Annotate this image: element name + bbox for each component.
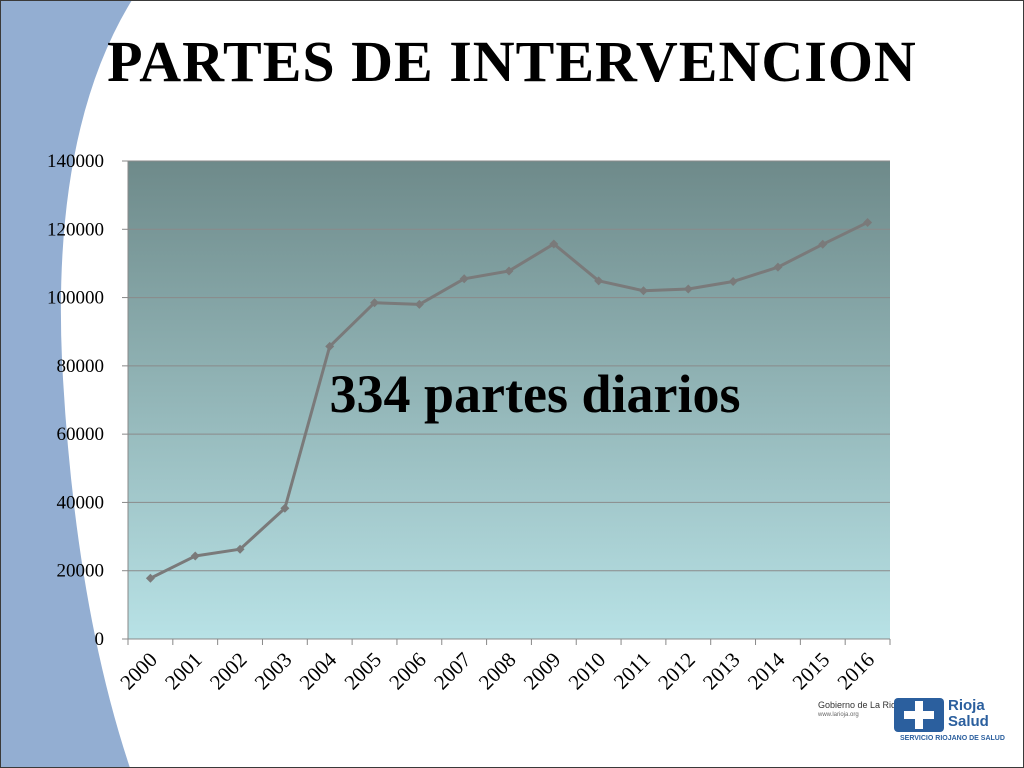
x-tick-label-2012: 2012 (653, 648, 700, 695)
x-tick-label-2004: 2004 (295, 647, 342, 694)
data-point-2000 (145, 573, 155, 583)
data-point-2003 (280, 503, 290, 513)
data-point-2011 (638, 286, 648, 296)
y-tick-label-120000: 120000 (47, 219, 104, 240)
data-point-2001 (190, 551, 200, 561)
x-tick-label-2014: 2014 (743, 647, 790, 694)
y-tick-label-140000: 140000 (47, 151, 104, 172)
logo-name-line1: Rioja (948, 697, 985, 714)
x-tick-label-2016: 2016 (832, 648, 879, 695)
logo-name-line2: Salud (948, 713, 989, 730)
health-cross-icon (894, 698, 944, 732)
x-tick-label-2001: 2001 (160, 648, 207, 695)
x-tick-label-2008: 2008 (474, 648, 521, 695)
data-point-2008 (504, 266, 514, 276)
y-tick-label-0: 0 (95, 629, 105, 650)
blue-arc-shape (0, 0, 132, 768)
logo-name: Rioja Salud (948, 698, 989, 730)
x-tick-label-2011: 2011 (609, 648, 655, 694)
y-tick-label-40000: 40000 (57, 492, 105, 513)
slide-title: PARTES DE INTERVENCION (107, 29, 917, 94)
x-tick-label-2009: 2009 (519, 648, 566, 695)
data-point-2007 (459, 274, 469, 284)
x-tick-label-2000: 2000 (115, 648, 162, 695)
chart-annotation: 334 partes diarios (330, 364, 741, 424)
x-tick-label-2003: 2003 (250, 648, 297, 695)
data-point-2005 (370, 298, 380, 308)
data-point-2002 (235, 544, 245, 554)
y-tick-label-60000: 60000 (57, 424, 105, 445)
y-tick-label-80000: 80000 (57, 356, 105, 377)
x-tick-label-2005: 2005 (339, 648, 386, 695)
data-point-2009 (549, 239, 559, 249)
x-tick-label-2006: 2006 (384, 648, 431, 695)
data-point-2006 (414, 299, 424, 309)
plot-area (128, 161, 890, 639)
logo-url-text: www.larioja.org (818, 712, 859, 718)
x-tick-label-2010: 2010 (564, 648, 611, 695)
data-point-2015 (818, 239, 828, 249)
data-point-2010 (594, 276, 604, 286)
data-point-2014 (773, 262, 783, 272)
logo-subtitle: SERVICIO RIOJANO DE SALUD (900, 735, 1005, 742)
x-tick-label-2015: 2015 (788, 648, 835, 695)
y-tick-label-100000: 100000 (47, 288, 104, 309)
data-point-2013 (728, 277, 738, 287)
x-tick-label-2013: 2013 (698, 648, 745, 695)
data-point-2016 (863, 217, 873, 227)
y-tick-label-20000: 20000 (57, 561, 105, 582)
data-point-2004 (325, 341, 335, 351)
logo-gobierno-text: Gobierno de La Rioja (818, 700, 904, 710)
x-tick-label-2007: 2007 (429, 648, 476, 695)
data-point-2012 (683, 284, 693, 294)
rioja-salud-logo: Gobierno de La Rioja www.larioja.org Rio… (818, 696, 1018, 746)
x-tick-label-2002: 2002 (205, 648, 252, 695)
